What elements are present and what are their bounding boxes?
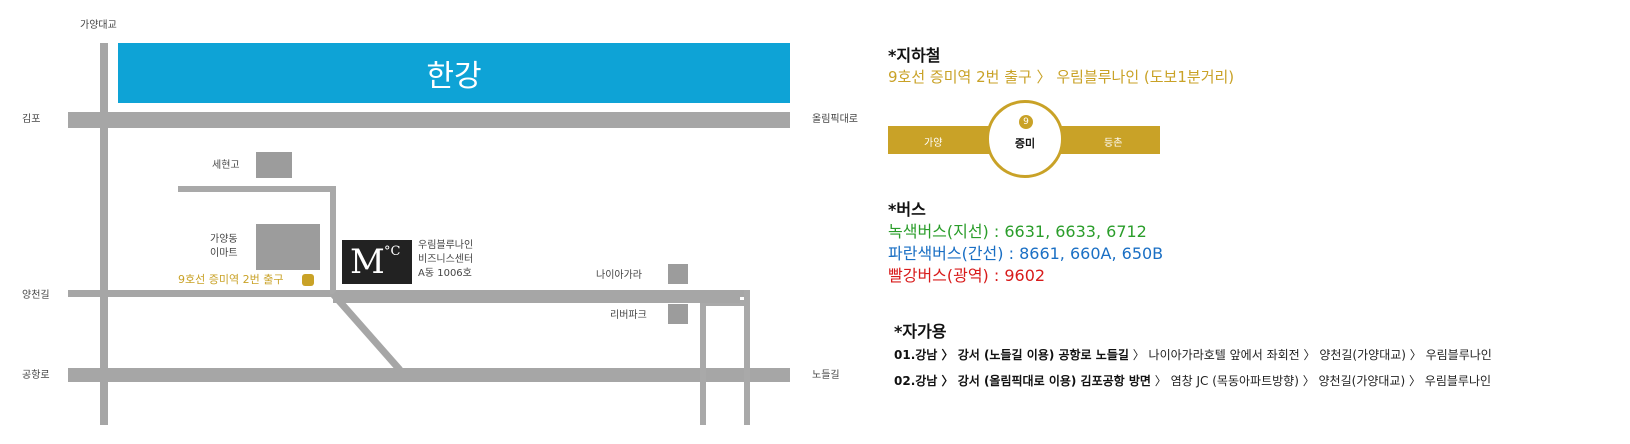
label-target-3: A동 1006호 xyxy=(418,268,472,279)
label-airport-road: 공항로 xyxy=(22,370,50,381)
bus-title: *버스 xyxy=(888,200,926,219)
bus-red: 빨강버스(광역) : 9602 xyxy=(888,266,1046,285)
bus-blue: 파란색버스(간선) : 8661, 660A, 650B xyxy=(888,244,1164,263)
label-target-2: 비즈니스센터 xyxy=(418,254,474,265)
car-route-2-rest: 〉 염창 JC (목동아파트방향) 〉 양천길(가양대교) 〉 우림블루나인 xyxy=(1150,374,1492,388)
label-gimpo: 김포 xyxy=(22,114,41,125)
label-riverpark: 리버파크 xyxy=(610,310,647,321)
building-sehyeon-school xyxy=(256,152,292,178)
station-name: 증미 xyxy=(1014,137,1036,150)
road-local-vertical xyxy=(330,186,336,294)
car-title: *자가용 xyxy=(894,322,947,341)
subway-route: 9호선 증미역 2번 출구 〉 우림블루나인 (도보1분거리) xyxy=(888,68,1235,86)
label-target-1: 우림블루나인 xyxy=(418,240,474,251)
building-riverpark xyxy=(668,304,688,324)
label-nodeul-road: 노들길 xyxy=(812,370,840,381)
car-route-2: 02.강남 〉 강서 (올림픽대로 이용) 김포공항 방면 〉 염창 JC (목… xyxy=(894,372,1491,389)
car-route-1-rest: 〉 나이아가라호텔 앞에서 좌회전 〉 양천길(가양대교) 〉 우림블루나인 xyxy=(1128,348,1492,362)
car-route-2-main: 02.강남 〉 강서 (올림픽대로 이용) 김포공항 방면 xyxy=(894,374,1151,388)
building-niagara xyxy=(668,264,688,284)
car-route-1: 01.강남 〉 강서 (노들길 이용) 공항로 노들길 〉 나이아가라호텔 앞에… xyxy=(894,346,1492,363)
label-olympic-road: 올림픽대로 xyxy=(812,114,858,125)
road-olympic xyxy=(68,112,790,128)
label-niagara: 나이아가라 xyxy=(596,270,642,281)
subway-exit-marker xyxy=(302,274,314,286)
label-gayang-bridge: 가양대교 xyxy=(80,20,117,31)
prev-station: 가양 xyxy=(924,138,943,149)
station-jeungmi: 9 증미 xyxy=(986,100,1064,178)
label-sehyeon-school: 세현고 xyxy=(212,160,240,171)
han-river: 한강 xyxy=(118,43,790,103)
road-airport xyxy=(68,368,790,382)
road-local-east xyxy=(744,290,750,425)
building-emart xyxy=(256,224,320,270)
road-riverpark xyxy=(700,300,706,425)
subway-title: *지하철 xyxy=(888,46,941,65)
road-yangcheon xyxy=(68,290,750,297)
label-emart-2: 이마트 xyxy=(210,248,238,259)
line-number-badge: 9 xyxy=(1019,115,1033,129)
bus-green: 녹색버스(지선) : 6631, 6633, 6712 xyxy=(888,222,1147,241)
label-emart-1: 가양동 xyxy=(210,234,238,245)
label-subway-exit: 9호선 증미역 2번 출구 xyxy=(178,273,284,286)
car-route-1-main: 01.강남 〉 강서 (노들길 이용) 공항로 노들길 xyxy=(894,348,1129,362)
road-diagonal xyxy=(330,291,740,373)
next-station: 등촌 xyxy=(1104,138,1123,149)
woorim-logo: M °C xyxy=(342,240,412,284)
road-gayang-bridge xyxy=(100,43,108,425)
road-school xyxy=(178,186,336,192)
label-yangcheon-road: 양천길 xyxy=(22,290,50,301)
